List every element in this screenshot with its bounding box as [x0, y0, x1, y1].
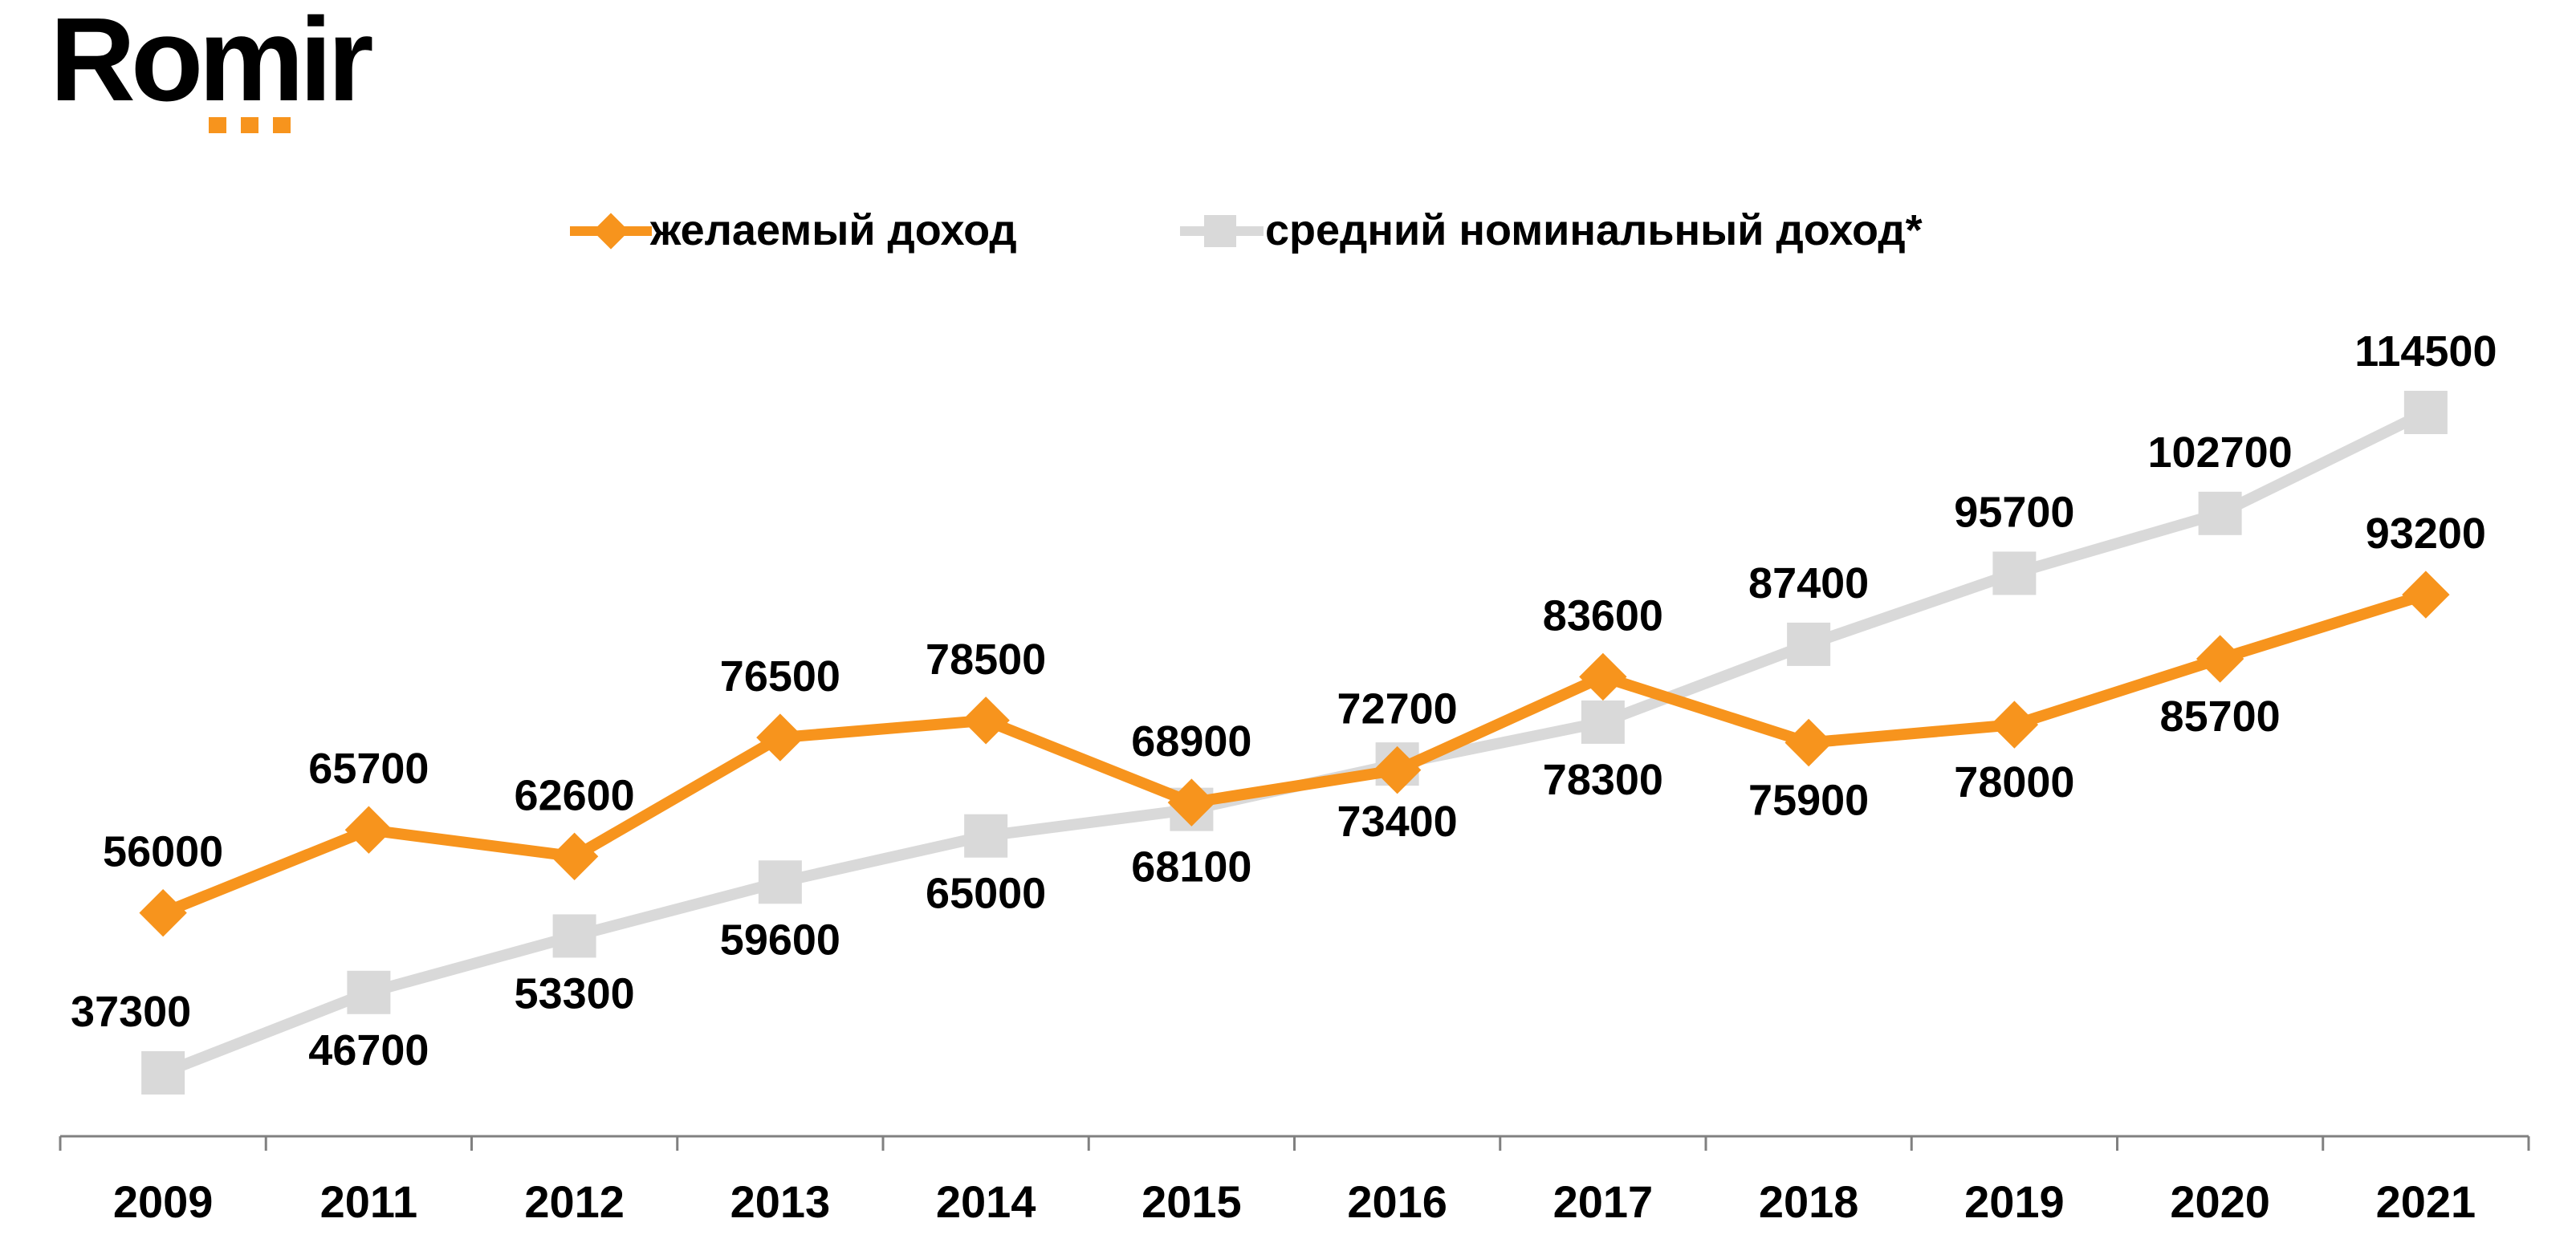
x-tick-label: 2020	[2170, 1176, 2270, 1227]
nominal-income-label: 114500	[2354, 327, 2497, 376]
logo-dot	[241, 117, 258, 133]
nominal-income-label: 65000	[926, 870, 1046, 918]
nominal-income-label: 102700	[2148, 429, 2293, 477]
desired-income-point	[756, 713, 804, 762]
logo-text: Romir	[50, 0, 372, 126]
x-tick-label: 2015	[1141, 1176, 1242, 1227]
desired-income-point	[2402, 571, 2450, 619]
x-tick-label: 2011	[320, 1176, 418, 1227]
nominal-income-point	[2198, 491, 2242, 535]
desired-income-point	[1990, 701, 2039, 749]
x-axis: 2009 2011 2012 2013 2014 2015 2016 2017 2018 2019…	[59, 1135, 2530, 1227]
nominal-income-point	[141, 1051, 185, 1095]
desired-income-point	[1579, 652, 1627, 701]
x-tick-label: 2013	[730, 1176, 831, 1227]
nominal-income-label: 95700	[1954, 488, 2074, 536]
nominal-income-point	[552, 914, 596, 958]
nominal-income-point	[964, 814, 1008, 858]
nominal-income-point	[1992, 551, 2037, 595]
x-tick-label: 2009	[113, 1176, 214, 1227]
legend-desired-marker	[592, 213, 629, 250]
desired-income-point	[1373, 745, 1422, 794]
nominal-income-label: 37300	[71, 988, 191, 1036]
x-tick-label: 2017	[1553, 1176, 1654, 1227]
desired-income-label: 78000	[1954, 758, 2074, 806]
x-tick-label: 2012	[524, 1176, 625, 1227]
desired-income-point	[962, 697, 1010, 745]
desired-income-line	[161, 589, 2427, 919]
desired-income-label: 72700	[1337, 685, 1458, 733]
desired-income-label: 83600	[1543, 591, 1663, 640]
logo-dot	[273, 117, 291, 133]
data-labels: 37300 46700 53300 59600 65000 68100 73400 78300…	[71, 327, 2497, 1074]
nominal-income-label: 87400	[1748, 559, 1869, 607]
nominal-income-point	[2403, 391, 2448, 434]
nominal-income-label: 53300	[515, 969, 635, 1017]
legend-nominal-marker	[1204, 215, 1236, 247]
chart-legend: желаемый доход средний номинальный доход…	[570, 206, 1923, 254]
desired-income-label: 65700	[308, 745, 429, 793]
x-tick-label: 2016	[1347, 1176, 1447, 1227]
nominal-income-label: 59600	[720, 916, 840, 964]
nominal-income-point	[758, 860, 802, 904]
nominal-income-point	[1787, 622, 1831, 666]
desired-income-point	[1784, 718, 1833, 767]
desired-income-point	[2196, 635, 2244, 683]
desired-income-label: 56000	[103, 828, 223, 876]
nominal-income-label: 73400	[1337, 798, 1458, 846]
x-tick-label: 2018	[1759, 1176, 1859, 1227]
logo-dot	[209, 117, 226, 133]
desired-income-point	[139, 888, 187, 937]
x-tick-label: 2019	[1964, 1176, 2065, 1227]
desired-income-label: 85700	[2160, 693, 2281, 741]
desired-income-label: 62600	[515, 771, 635, 819]
desired-income-label: 75900	[1748, 777, 1869, 825]
desired-income-label: 76500	[720, 652, 840, 701]
desired-income-label: 93200	[2366, 510, 2486, 558]
desired-income-point	[344, 806, 393, 854]
series-nominal-income	[141, 391, 2448, 1095]
nominal-income-point	[1581, 700, 1625, 744]
series-desired-income	[139, 571, 2450, 937]
legend-item-desired: желаемый доход	[570, 206, 1017, 254]
desired-income-label: 68900	[1131, 717, 1251, 766]
nominal-income-line	[161, 407, 2428, 1078]
nominal-income-point	[347, 970, 391, 1014]
desired-income-point	[550, 832, 599, 880]
desired-income-point	[1167, 778, 1216, 827]
legend-nominal-label: средний номинальный доход*	[1265, 206, 1923, 254]
nominal-income-label: 46700	[308, 1026, 429, 1074]
nominal-income-label: 68100	[1131, 843, 1251, 892]
legend-desired-label: желаемый доход	[649, 206, 1017, 254]
x-tick-label: 2021	[2376, 1176, 2476, 1227]
legend-item-nominal: средний номинальный доход*	[1180, 206, 1923, 254]
nominal-income-label: 78300	[1543, 756, 1663, 804]
x-tick-label: 2014	[936, 1176, 1036, 1227]
romir-logo: Romir	[50, 0, 377, 133]
desired-income-label: 78500	[926, 636, 1046, 684]
